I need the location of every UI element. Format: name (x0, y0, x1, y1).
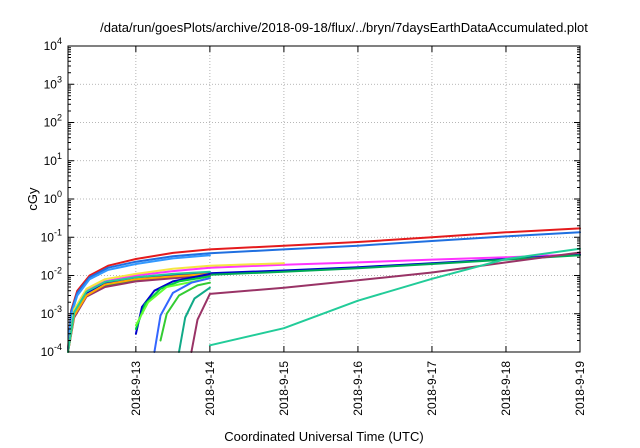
y-tick-label: 104 (44, 36, 62, 53)
series-line-10 (67, 270, 211, 353)
y-tick-label: 10-2 (41, 266, 62, 283)
x-tick-label: 2018-9-19 (573, 361, 587, 416)
series-line-9 (67, 272, 211, 353)
y-tick-label: 100 (44, 189, 62, 206)
series-line-2 (67, 231, 581, 352)
series-line-13 (134, 277, 211, 327)
y-tick-label: 102 (44, 113, 62, 130)
series-line-14 (153, 277, 211, 353)
y-tick-label: 103 (44, 74, 62, 91)
y-axis-label: cGy (25, 187, 40, 211)
ticks: 10-4 10-3 10-2 10-1 100 101 102 103 104 2018-9-13… (41, 36, 587, 416)
series-line-3 (67, 254, 211, 353)
series-line-17 (190, 251, 581, 353)
x-tick-label: 2018-9-13 (129, 361, 143, 416)
grid (68, 46, 580, 352)
x-tick-label: 2018-9-14 (203, 361, 217, 416)
series-layer (67, 227, 581, 353)
chart-title: /data/run/goesPlots/archive/2018-09-18/f… (100, 20, 588, 35)
x-axis-label: Coordinated Universal Time (UTC) (224, 429, 423, 444)
y-tick-label: 10-4 (41, 342, 62, 359)
series-line-1 (67, 227, 581, 350)
series-line-18 (208, 247, 581, 347)
x-tick-label: 2018-9-15 (277, 361, 291, 416)
y-tick-label: 10-3 (41, 304, 62, 321)
y-tick-label: 101 (44, 151, 62, 168)
y-tick-label: 10-1 (41, 227, 62, 244)
x-tick-label: 2018-9-18 (499, 361, 513, 416)
series-line-5 (67, 262, 285, 353)
series-line-15 (159, 281, 211, 342)
x-tick-label: 2018-9-17 (425, 361, 439, 416)
series-line-16 (178, 286, 211, 353)
x-tick-label: 2018-9-16 (351, 361, 365, 416)
